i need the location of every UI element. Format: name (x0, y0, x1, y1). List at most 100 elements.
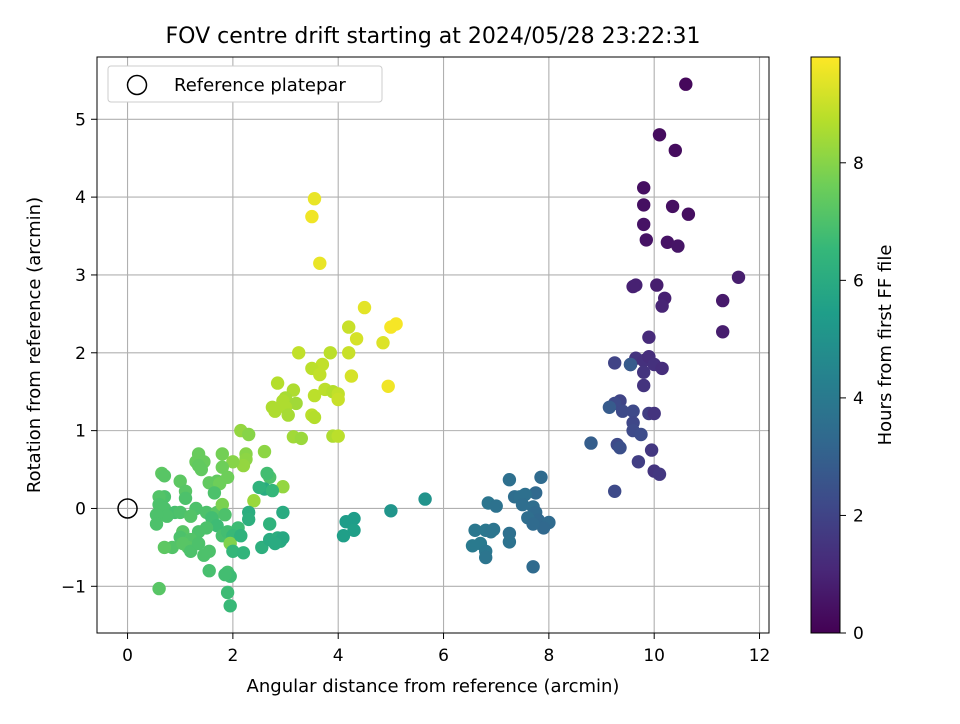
data-point (173, 474, 187, 488)
data-point (534, 470, 548, 484)
data-point (518, 487, 532, 502)
data-point (263, 517, 277, 531)
data-point (526, 560, 540, 574)
data-point (608, 356, 622, 370)
legend-box (107, 65, 383, 103)
colorbar-label: Hours from first FF file (875, 245, 896, 446)
y-tick-label: 2 (75, 344, 86, 364)
data-point (323, 346, 337, 360)
plot-background (97, 57, 769, 633)
y-axis-label: Rotation from reference (arcmin) (24, 197, 45, 493)
data-point (637, 378, 651, 393)
data-point (157, 540, 172, 555)
data-point (178, 491, 193, 505)
reference-marker (117, 498, 138, 519)
x-tick-label: 4 (333, 646, 344, 666)
data-point (489, 499, 503, 513)
chart-title: FOV centre drift starting at 2024/05/28 … (166, 24, 701, 49)
colorbar-tick-label: 4 (853, 389, 864, 409)
data-point (281, 408, 295, 422)
data-point (294, 431, 308, 446)
data-point (529, 486, 543, 500)
data-point (331, 429, 345, 443)
data-point (215, 497, 229, 512)
x-tick-label: 6 (438, 646, 449, 666)
data-point (602, 400, 617, 414)
data-point (268, 536, 282, 551)
data-point (681, 207, 696, 221)
x-tick-label: 2 (227, 646, 238, 666)
data-point (629, 278, 643, 292)
data-points (149, 77, 746, 613)
data-point (679, 77, 693, 91)
legend: Reference platepar (107, 65, 383, 103)
data-point (626, 404, 640, 418)
data-point (336, 529, 351, 543)
data-point (637, 217, 651, 232)
data-point (220, 470, 235, 484)
data-point (260, 466, 274, 481)
y-tick-label: 4 (75, 188, 86, 208)
colorbar: 0 2 4 6 8 Hours from first FF file (810, 56, 896, 644)
data-point (149, 517, 164, 531)
data-point (631, 455, 646, 469)
data-point (731, 270, 746, 284)
data-point (276, 505, 290, 520)
data-point (218, 567, 232, 582)
x-tick-label: 12 (749, 646, 771, 666)
data-point (202, 564, 216, 578)
data-point (160, 509, 174, 523)
data-point (223, 599, 237, 613)
data-point (226, 455, 240, 469)
data-point (384, 504, 398, 518)
data-point (242, 427, 256, 442)
data-point (381, 379, 395, 393)
data-point (584, 436, 598, 450)
data-point (536, 521, 551, 535)
data-point (194, 462, 208, 477)
data-point (207, 486, 222, 500)
plot-frame (96, 56, 770, 634)
data-point (479, 550, 493, 565)
data-point (220, 585, 235, 600)
colorbar-gradient (810, 56, 841, 634)
data-point (637, 181, 651, 195)
x-axis-ticks: 0 2 4 6 8 10 12 (122, 633, 770, 666)
y-tick-label: 0 (75, 499, 86, 519)
data-point (623, 357, 638, 372)
colorbar-tick-label: 2 (853, 506, 864, 526)
data-point (418, 492, 432, 506)
data-point (307, 388, 322, 403)
data-point (305, 209, 319, 224)
data-point (342, 346, 356, 360)
data-point (655, 299, 669, 313)
data-point (376, 336, 390, 350)
data-point (637, 198, 651, 212)
data-point (215, 460, 229, 474)
data-point (252, 480, 266, 495)
colorbar-tick-label: 0 (853, 624, 864, 644)
colorbar-tick-label: 6 (853, 271, 864, 291)
y-axis-ticks: −1 0 1 2 3 4 5 (61, 110, 97, 597)
data-point (468, 523, 482, 537)
y-tick-label: 3 (75, 266, 86, 286)
data-point (236, 546, 251, 560)
data-point (149, 508, 164, 522)
data-point (236, 458, 251, 473)
data-point (157, 469, 172, 483)
data-point (639, 233, 653, 247)
data-point (197, 548, 211, 562)
data-point (650, 278, 664, 292)
data-point (486, 522, 501, 537)
data-point (289, 396, 303, 411)
data-point (716, 325, 730, 339)
data-point (234, 529, 248, 543)
data-point (247, 494, 261, 508)
x-tick-label: 10 (643, 646, 665, 666)
data-point (615, 404, 630, 418)
data-point (634, 427, 648, 442)
data-point (655, 361, 669, 376)
data-point (502, 535, 517, 549)
